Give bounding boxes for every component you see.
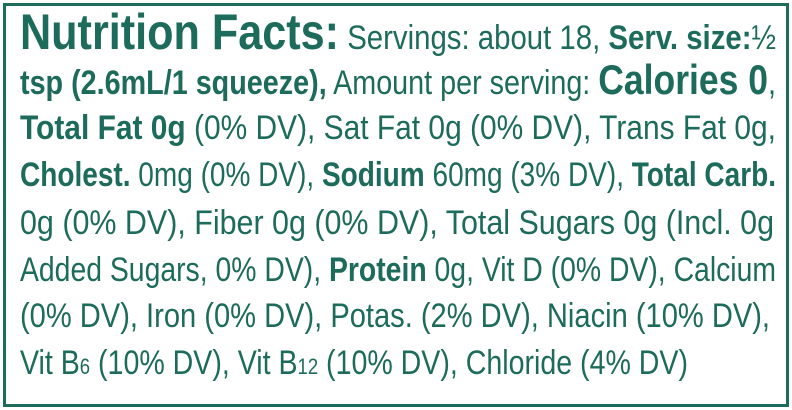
text-line: Cholest. 0mg (0% DV), Sodium 60mg (3% DV… — [20, 153, 776, 197]
text: ½ — [751, 19, 776, 57]
bold-text: Calories 0 — [598, 56, 769, 103]
bold-text: Serv. size: — [608, 19, 752, 57]
bold-text: Total Carb. — [631, 156, 776, 194]
text-line: (0% DV), Iron (0% DV), Potas. (2% DV), N… — [20, 294, 770, 338]
bold-text: Protein — [328, 251, 427, 289]
bold-text: Total Fat 0g — [20, 109, 186, 147]
text: Servings: about 18, — [339, 19, 609, 57]
text-line: tsp (2.6mL/1 squeeze), Amount per servin… — [20, 58, 776, 105]
text-line: Vit B6 (10% DV), Vit B12 (10% DV), Chlor… — [20, 341, 688, 389]
bold-text: Cholest. — [20, 156, 131, 194]
bold-text: Sodium — [321, 156, 425, 194]
text: 60mg (3% DV), — [424, 156, 632, 194]
text: 0g (0% DV), Fiber 0g (0% DV), Total Suga… — [20, 204, 774, 242]
text-line: 0g (0% DV), Fiber 0g (0% DV), Total Suga… — [20, 201, 774, 245]
text: , — [768, 64, 776, 102]
text-line: Total Fat 0g (0% DV), Sat Fat 0g (0% DV)… — [20, 106, 776, 150]
text: (0% DV), Iron (0% DV), Potas. (2% DV), N… — [20, 297, 770, 335]
text: (10% DV), Chloride (4% DV) — [318, 344, 688, 382]
text: 12 — [297, 354, 319, 379]
text-line: Added Sugars, 0% DV), Protein 0g, Vit D … — [20, 248, 776, 292]
text: 0mg (0% DV), — [130, 156, 322, 194]
text: (0% DV), Sat Fat 0g (0% DV), Trans Fat 0… — [185, 109, 777, 147]
bold-text: tsp (2.6mL/1 squeeze), — [20, 64, 327, 102]
text: Added Sugars, 0% DV), — [20, 251, 329, 289]
text: Amount per serving: — [326, 64, 599, 102]
text: 0g, Vit D (0% DV), Calcium — [426, 251, 776, 289]
text: 6 — [79, 354, 91, 379]
text: (10% DV), Vit B — [90, 344, 298, 382]
nutrition-label: Nutrition Facts: Servings: about 18, Ser… — [3, 3, 789, 407]
text: Vit B — [20, 344, 80, 382]
text-line: Nutrition Facts: Servings: about 18, Ser… — [20, 7, 776, 60]
title: Nutrition Facts: — [20, 4, 340, 60]
